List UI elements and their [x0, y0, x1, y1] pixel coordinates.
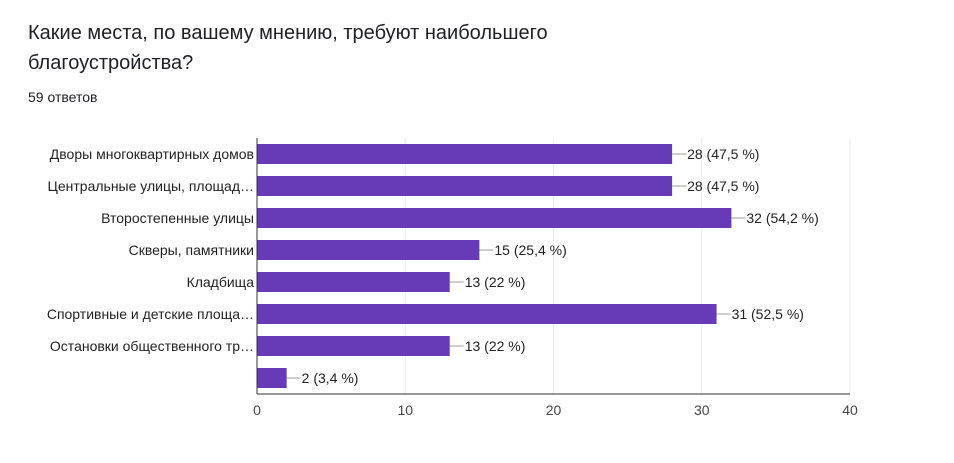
category-label: Кладбища — [187, 274, 255, 290]
value-label: 13 (22 %) — [465, 338, 526, 354]
value-label: 2 (3,4 %) — [302, 370, 359, 386]
question-title: Какие места, по вашему мнению, требуют н… — [28, 22, 548, 74]
value-label: 28 (47,5 %) — [687, 178, 759, 194]
x-tick-label: 40 — [842, 402, 858, 418]
category-label: Скверы, памятники — [129, 242, 254, 258]
response-count: 59 ответов — [28, 89, 98, 105]
category-label: Дворы многоквартирных домов — [50, 146, 254, 162]
x-tick-label: 10 — [397, 402, 413, 418]
bar — [257, 176, 673, 196]
x-tick-label: 30 — [694, 402, 710, 418]
bar — [257, 240, 480, 260]
category-label: Спортивные и детские площа… — [47, 306, 254, 322]
category-label: Центральные улицы, площад… — [48, 178, 255, 194]
x-tick-label: 20 — [546, 402, 562, 418]
value-label: 28 (47,5 %) — [687, 146, 759, 162]
bar — [257, 208, 732, 228]
x-tick-label: 0 — [253, 402, 261, 418]
value-label: 13 (22 %) — [465, 274, 526, 290]
bar — [257, 272, 450, 292]
value-label: 15 (25,4 %) — [494, 242, 566, 258]
value-label: 32 (54,2 %) — [746, 210, 818, 226]
bar — [257, 336, 450, 356]
bar — [257, 304, 717, 324]
value-label: 31 (52,5 %) — [732, 306, 804, 322]
category-label: Остановки общественного тр… — [50, 338, 254, 354]
category-label: Второстепенные улицы — [101, 210, 254, 226]
bar — [257, 368, 287, 388]
bar — [257, 144, 673, 164]
